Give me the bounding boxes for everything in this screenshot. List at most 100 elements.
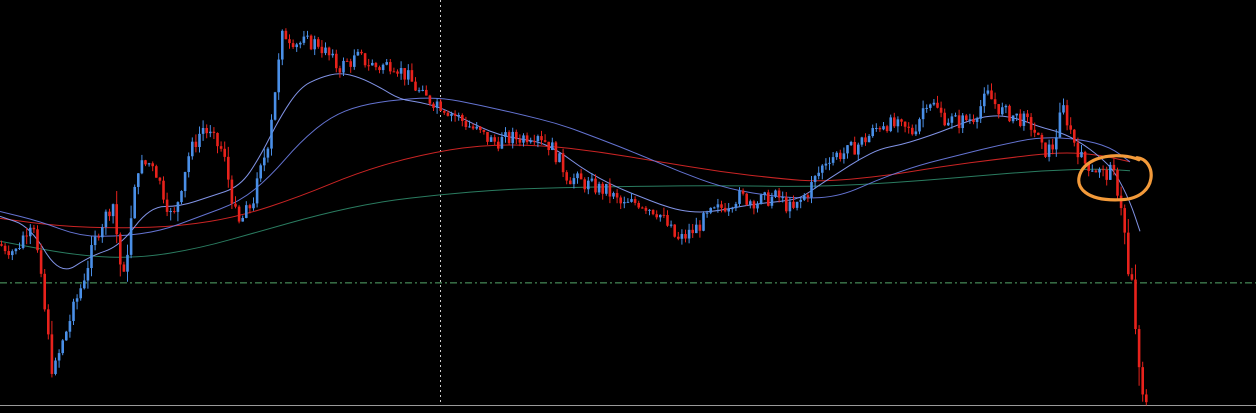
candle-bull bbox=[302, 36, 306, 43]
candle-bear bbox=[957, 115, 961, 129]
candle-bear bbox=[39, 250, 43, 274]
candle-bear bbox=[723, 207, 727, 212]
candle-bear bbox=[525, 135, 529, 143]
candle-bear bbox=[633, 199, 637, 203]
candle-bull bbox=[504, 132, 507, 138]
candle-bear bbox=[317, 39, 320, 47]
candle-bull bbox=[169, 211, 172, 213]
candle-bear bbox=[378, 67, 381, 71]
candle-bull bbox=[209, 131, 212, 134]
candle-bull bbox=[867, 136, 871, 143]
candle-bull bbox=[536, 136, 540, 142]
candle-bear bbox=[565, 172, 568, 181]
candle-bull bbox=[79, 288, 82, 299]
candle-bull bbox=[954, 115, 957, 117]
candle-bear bbox=[936, 102, 939, 108]
candle-bear bbox=[785, 197, 788, 212]
candle-bull bbox=[126, 254, 129, 272]
candle-bear bbox=[320, 46, 324, 54]
candle-bear bbox=[0, 244, 3, 246]
candle-bull bbox=[842, 153, 846, 160]
candle-bear bbox=[677, 236, 680, 239]
candle-bull bbox=[198, 133, 201, 148]
candle-bear bbox=[108, 211, 111, 217]
candle-bear bbox=[1026, 113, 1029, 118]
candle-bear bbox=[32, 227, 36, 230]
candle-bear bbox=[162, 180, 165, 200]
candle-bear bbox=[943, 112, 946, 126]
candle-bear bbox=[453, 113, 457, 116]
candle-bear bbox=[543, 140, 547, 142]
candle-bull bbox=[828, 162, 831, 164]
candle-bull bbox=[86, 268, 90, 281]
candle-bull bbox=[947, 122, 950, 126]
candle-bear bbox=[237, 206, 241, 222]
candle-bear bbox=[227, 156, 230, 180]
candle-bear bbox=[777, 190, 781, 198]
candle-bull bbox=[475, 126, 478, 129]
candle-bear bbox=[497, 141, 500, 149]
candle-bull bbox=[371, 62, 374, 66]
candle-bear bbox=[608, 183, 612, 197]
candle-bull bbox=[1091, 170, 1094, 172]
candle-bull bbox=[1055, 137, 1058, 150]
candle-bear bbox=[443, 110, 446, 113]
candle-bull bbox=[623, 202, 626, 204]
ma-mid-line bbox=[0, 97, 1131, 237]
candle-bear bbox=[615, 193, 619, 198]
candle-bull bbox=[950, 116, 954, 123]
candle-bull bbox=[774, 190, 777, 197]
candle-bull bbox=[356, 51, 360, 56]
candle-bear bbox=[363, 53, 367, 66]
candle-bear bbox=[666, 214, 669, 226]
candle-bull bbox=[597, 183, 601, 193]
candle-bull bbox=[111, 204, 115, 217]
candle-bear bbox=[1029, 117, 1033, 130]
candle-bear bbox=[471, 126, 475, 129]
candle-bull bbox=[875, 127, 878, 129]
candle-bear bbox=[651, 209, 655, 215]
candle-bear bbox=[583, 179, 586, 190]
candle-bear bbox=[47, 309, 50, 335]
candle-bear bbox=[662, 214, 666, 216]
candle-bull bbox=[983, 93, 986, 107]
candle-bull bbox=[468, 126, 471, 128]
candle-bull bbox=[770, 196, 774, 206]
candle-bear bbox=[3, 245, 7, 252]
candle-bear bbox=[486, 131, 489, 142]
candle-bear bbox=[7, 251, 10, 256]
candle-bull bbox=[191, 141, 194, 157]
candle-bull bbox=[385, 62, 388, 65]
candle-bear bbox=[878, 127, 882, 130]
candle-bear bbox=[432, 103, 435, 108]
candle-bull bbox=[831, 157, 835, 163]
candle-bull bbox=[1047, 144, 1051, 157]
candle-bear bbox=[1019, 113, 1022, 126]
candle-bull bbox=[273, 92, 277, 120]
candle-bull bbox=[680, 234, 684, 239]
candle-bull bbox=[896, 119, 900, 127]
candle-bear bbox=[349, 61, 352, 67]
candle-bull bbox=[101, 227, 104, 238]
candle-bull bbox=[914, 131, 918, 135]
candle-bull bbox=[788, 201, 792, 212]
candle-bull bbox=[558, 153, 561, 163]
candle-bear bbox=[479, 126, 482, 131]
candle-bear bbox=[482, 130, 486, 132]
candle-bear bbox=[335, 53, 338, 69]
candle-bull bbox=[266, 148, 270, 158]
candle-bull bbox=[860, 137, 864, 145]
candle-bear bbox=[1134, 279, 1137, 330]
candle-bull bbox=[104, 211, 108, 228]
candle-bull bbox=[18, 248, 21, 250]
candle-bear bbox=[1116, 170, 1119, 196]
candle-bull bbox=[1109, 164, 1112, 180]
candle-bull bbox=[810, 182, 813, 198]
candle-bear bbox=[594, 178, 597, 193]
candle-bear bbox=[561, 153, 565, 173]
candle-bull bbox=[75, 298, 79, 302]
candle-bull bbox=[299, 42, 302, 45]
candle-bear bbox=[554, 142, 558, 163]
candle-bull bbox=[975, 118, 979, 123]
